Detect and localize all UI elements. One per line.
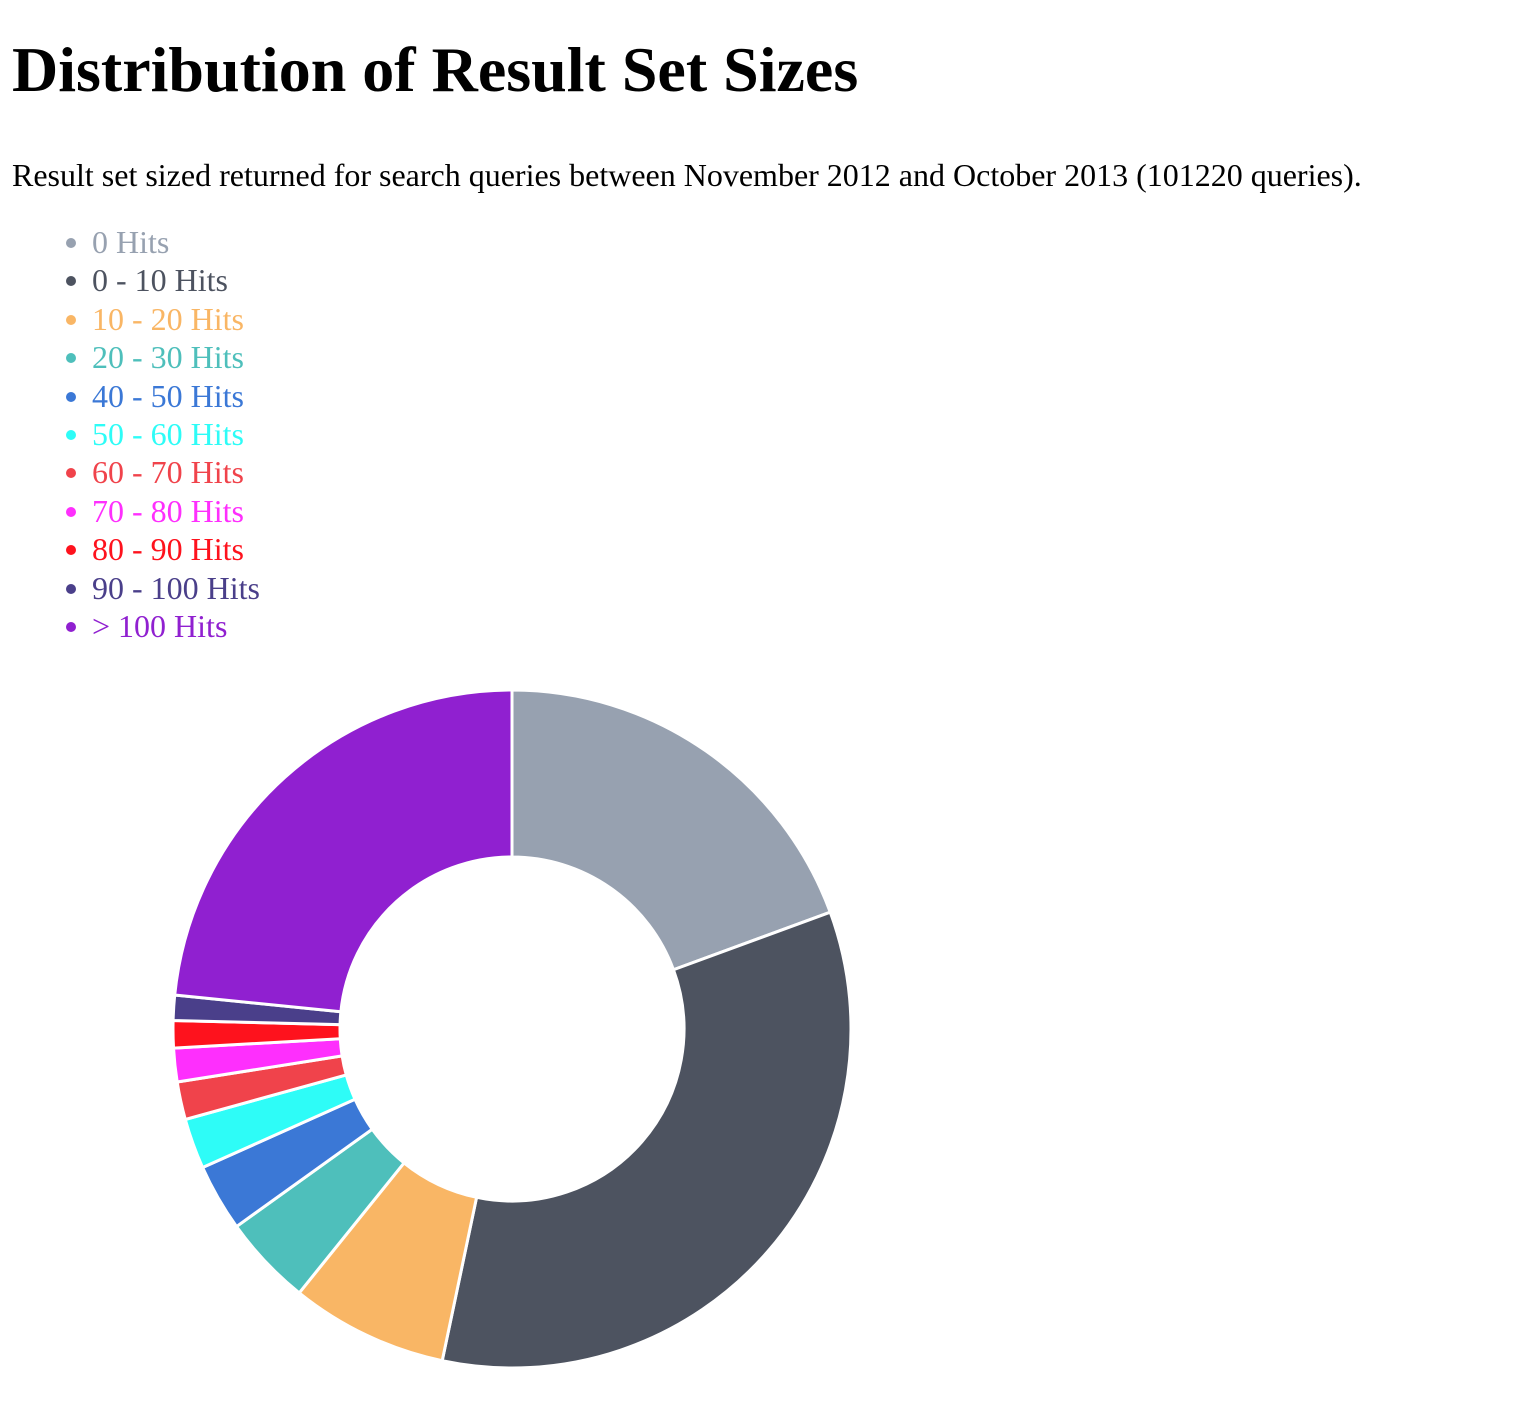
legend-label: 70 - 80 Hits xyxy=(92,492,244,529)
legend-item-20-30-hits: 20 - 30 Hits xyxy=(66,338,260,376)
legend-item-gt-100-hits: > 100 Hits xyxy=(66,607,260,645)
legend-bullet-icon xyxy=(66,583,76,594)
legend-item-60-70-hits: 60 - 70 Hits xyxy=(66,453,260,491)
legend-item-10-20-hits: 10 - 20 Hits xyxy=(66,300,260,338)
legend-bullet-icon xyxy=(66,353,76,364)
chart-legend: 0 Hits 0 - 10 Hits 10 - 20 Hits 20 - 30 Hit… xyxy=(66,223,260,645)
chart-description: Result set sized returned for search que… xyxy=(12,157,1362,193)
legend-item-40-50-hits: 40 - 50 Hits xyxy=(66,377,260,415)
page-title: Distribution of Result Set Sizes xyxy=(12,34,859,105)
legend-label: 0 Hits xyxy=(92,224,170,260)
pie-slice-60-70-hits[interactable] xyxy=(175,1054,349,1122)
legend-label: 80 - 90 Hits xyxy=(92,531,244,568)
legend-item-0-hits: 0 Hits xyxy=(66,223,260,261)
legend-item-80-90-hits: 80 - 90 Hits xyxy=(66,530,260,568)
legend-label: 50 - 60 Hits xyxy=(92,415,244,452)
legend-bullet-icon xyxy=(66,391,76,402)
pie-slice-40-50-hits[interactable] xyxy=(200,1097,375,1229)
pie-slice-0-hits[interactable] xyxy=(510,688,833,972)
legend-label: 10 - 20 Hits xyxy=(92,300,244,337)
legend-bullet-icon xyxy=(66,506,76,517)
pie-slice-10-20-hits[interactable] xyxy=(297,1160,479,1363)
legend-bullet-icon xyxy=(66,468,76,479)
legend-bullet-icon xyxy=(66,276,76,287)
legend-label: 0 - 10 Hits xyxy=(92,262,228,299)
pie-slice-90-100-hits[interactable] xyxy=(171,993,343,1027)
pie-slice-70-80-hits[interactable] xyxy=(171,1037,344,1084)
legend-item-50-60-hits: 50 - 60 Hits xyxy=(66,415,260,453)
legend-bullet-icon xyxy=(66,314,76,325)
pie-slice-20-30-hits[interactable] xyxy=(234,1127,407,1296)
legend-bullet-icon xyxy=(66,545,76,556)
legend-item-70-80-hits: 70 - 80 Hits xyxy=(66,492,260,530)
legend-item-90-100-hits: 90 - 100 Hits xyxy=(66,569,260,607)
legend-label: 40 - 50 Hits xyxy=(92,377,244,414)
legend-bullet-icon xyxy=(66,429,76,440)
pie-slice-80-90-hits[interactable] xyxy=(171,1018,342,1050)
legend-label: 60 - 70 Hits xyxy=(92,454,244,491)
legend-bullet-icon xyxy=(66,621,76,632)
pie-slice-gt-100-hits[interactable] xyxy=(173,688,514,1014)
legend-item-0-10-hits: 0 - 10 Hits xyxy=(66,261,260,299)
legend-bullet-icon xyxy=(66,238,76,248)
legend-label: > 100 Hits xyxy=(92,607,228,644)
legend-label: 20 - 30 Hits xyxy=(92,339,244,376)
pie-slice-50-60-hits[interactable] xyxy=(183,1073,357,1170)
legend-label: 90 - 100 Hits xyxy=(92,569,260,606)
pie-slice-0-10-hits[interactable] xyxy=(440,910,853,1370)
